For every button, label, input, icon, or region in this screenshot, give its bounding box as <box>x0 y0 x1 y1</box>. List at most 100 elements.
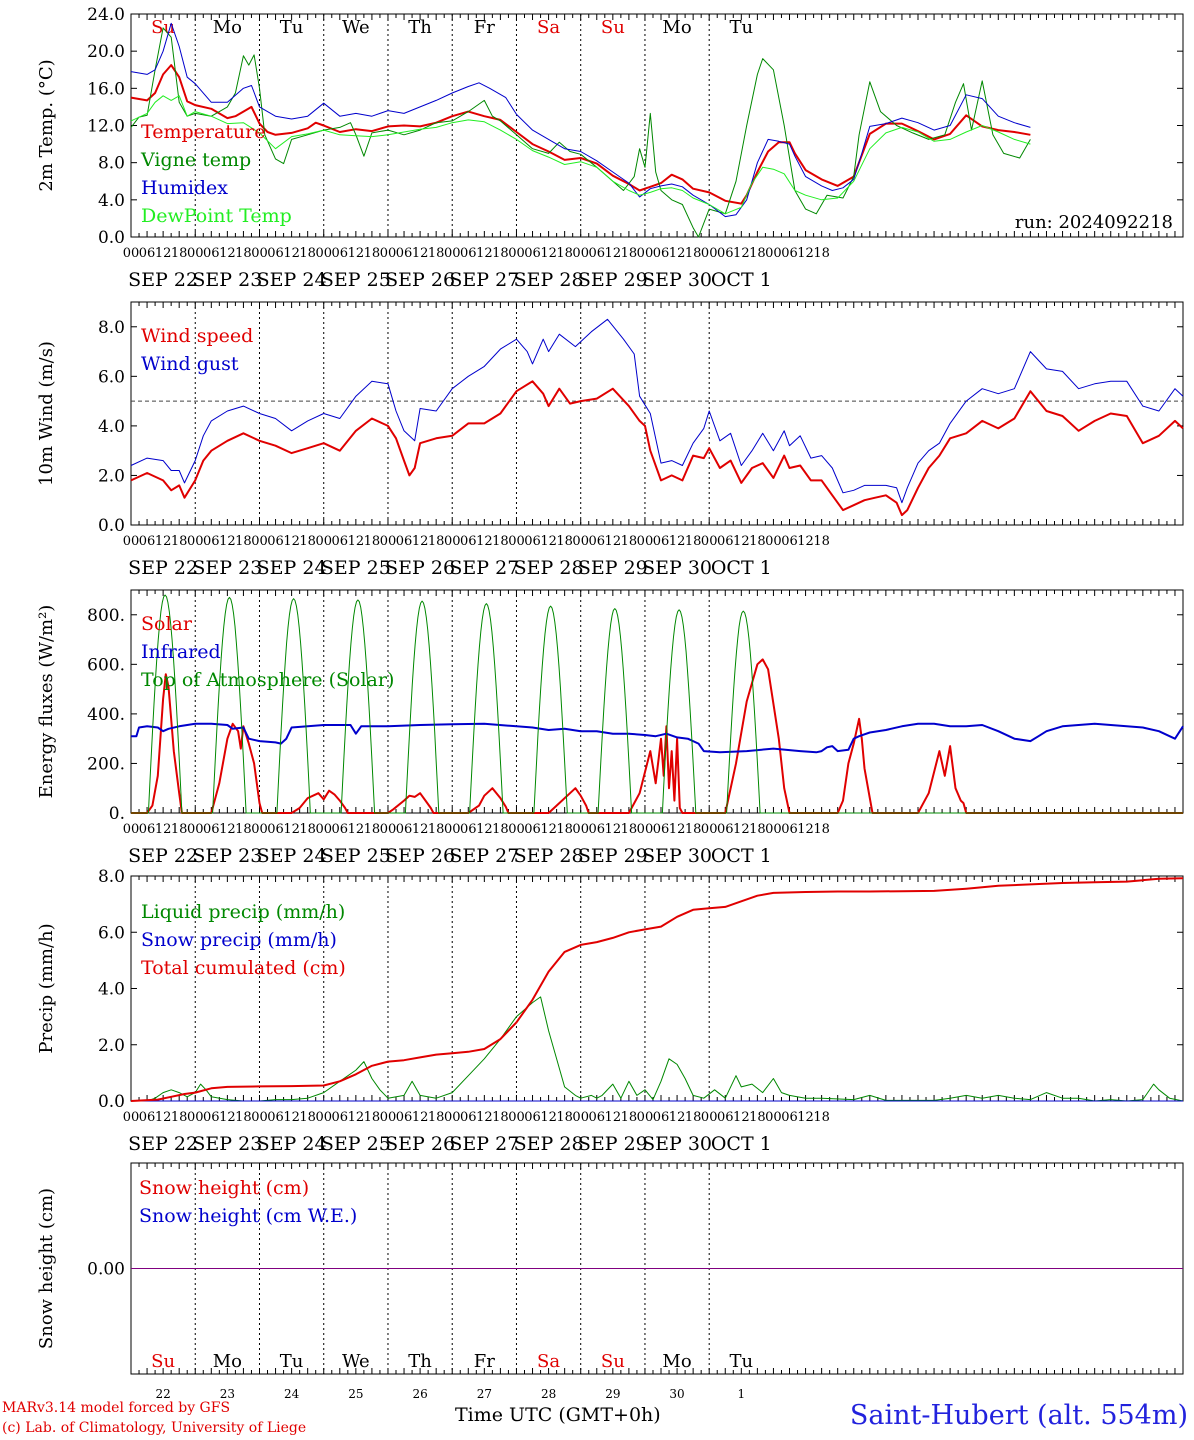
hour-label: 18 <box>235 822 252 837</box>
hour-label: 18 <box>621 1110 638 1125</box>
weekday-label: Mo <box>213 17 242 38</box>
legend-entry: Snow precip (mm/h) <box>141 929 337 951</box>
series-line <box>130 380 1184 517</box>
hour-label: 06 <box>524 246 541 261</box>
hour-label: 06 <box>460 534 477 549</box>
weekday-label: Tu <box>280 1351 304 1372</box>
y-axis-label: 2m Temp. (°C) <box>36 59 57 191</box>
hour-label: 12 <box>283 246 300 261</box>
y-tick-label: 2.0 <box>98 1036 125 1056</box>
hour-label: 12 <box>348 1110 365 1125</box>
y-tick-label: 800. <box>87 606 125 626</box>
y-tick-label: 6.0 <box>98 923 125 943</box>
hour-label: 06 <box>267 246 284 261</box>
hour-label: 06 <box>332 1110 349 1125</box>
hour-label: 06 <box>588 534 605 549</box>
hour-label: 18 <box>171 246 188 261</box>
time-axis-title: Time UTC (GMT+0h) <box>455 1404 661 1426</box>
hour-label: 18 <box>813 246 830 261</box>
hour-label: 00 <box>572 822 589 837</box>
hour-label: 00 <box>637 822 654 837</box>
hour-label: 12 <box>219 534 236 549</box>
date-label: SEP 29 <box>578 269 648 291</box>
hour-label: 06 <box>396 822 413 837</box>
day-number-label: 1 <box>738 1387 746 1401</box>
hour-label: 06 <box>396 1110 413 1125</box>
legend-entry: DewPoint Temp <box>141 205 292 227</box>
y-tick-label: 4.0 <box>98 191 125 211</box>
date-label: OCT 1 <box>711 269 772 291</box>
date-label: SEP 26 <box>385 845 455 867</box>
hour-label: 18 <box>235 246 252 261</box>
hour-label: 12 <box>733 534 750 549</box>
hour-label: 18 <box>749 1110 766 1125</box>
hour-label: 18 <box>428 246 445 261</box>
y-tick-label: 24.0 <box>87 5 125 25</box>
hour-label: 00 <box>315 534 332 549</box>
hour-label: 06 <box>717 822 734 837</box>
weekday-label: Fr <box>474 1351 495 1372</box>
hour-label: 18 <box>299 1110 316 1125</box>
hour-label: 06 <box>781 534 798 549</box>
date-label: SEP 22 <box>128 845 198 867</box>
hour-label: 18 <box>428 534 445 549</box>
hour-label: 00 <box>637 534 654 549</box>
hour-label: 00 <box>315 246 332 261</box>
hour-label: 12 <box>155 534 172 549</box>
hour-label: 00 <box>444 1110 461 1125</box>
hour-label: 06 <box>332 246 349 261</box>
hour-label: 18 <box>621 822 638 837</box>
hour-label: 12 <box>476 246 493 261</box>
hour-label: 12 <box>733 822 750 837</box>
hour-label: 18 <box>621 246 638 261</box>
temperature-panel: 0.0 4.0 8.0 12.0 16.0 20.0 24.0 2m Temp. (°C) 00… <box>36 5 1184 291</box>
hour-label: 06 <box>588 822 605 837</box>
hour-label: 06 <box>460 246 477 261</box>
hour-label: 18 <box>299 246 316 261</box>
hour-label: 18 <box>685 1110 702 1125</box>
legend-entry: Top of Atmosphere (Solar) <box>141 669 394 691</box>
hour-label: 00 <box>123 1110 140 1125</box>
weekday-label: Tu <box>730 1351 754 1372</box>
hour-label: 00 <box>187 534 204 549</box>
hour-label: 18 <box>813 1110 830 1125</box>
hour-label: 00 <box>380 534 397 549</box>
y-axis-label: Precip (mm/h) <box>36 923 57 1053</box>
hour-label: 18 <box>685 246 702 261</box>
hour-label: 18 <box>492 246 509 261</box>
day-number-label: 26 <box>412 1387 427 1401</box>
date-label: OCT 1 <box>711 845 772 867</box>
hour-label: 06 <box>588 1110 605 1125</box>
date-label: SEP 22 <box>128 1133 198 1155</box>
hour-label: 06 <box>396 534 413 549</box>
hour-label: 00 <box>315 1110 332 1125</box>
day-number-label: 29 <box>605 1387 620 1401</box>
hour-label: 00 <box>251 246 268 261</box>
date-label: SEP 30 <box>642 269 712 291</box>
hour-label: 00 <box>123 534 140 549</box>
y-tick-label: 6.0 <box>98 367 125 387</box>
hour-label: 18 <box>428 1110 445 1125</box>
hour-label: 06 <box>524 822 541 837</box>
day-number-label: 27 <box>477 1387 492 1401</box>
legend-entry: Humidex <box>141 177 228 199</box>
hour-label: 00 <box>251 1110 268 1125</box>
hour-label: 12 <box>605 246 622 261</box>
date-label: SEP 25 <box>321 845 391 867</box>
legend-entry: Total cumulated (cm) <box>141 957 346 979</box>
hour-label: 18 <box>813 534 830 549</box>
hour-label: 00 <box>508 822 525 837</box>
hour-label: 12 <box>348 534 365 549</box>
hour-label: 18 <box>428 822 445 837</box>
weekday-label: Th <box>408 1351 432 1372</box>
hour-label: 00 <box>444 246 461 261</box>
hour-label: 12 <box>540 822 557 837</box>
station-name: Saint-Hubert (alt. 554m) <box>849 1400 1188 1431</box>
hour-label: 00 <box>444 534 461 549</box>
hour-label: 12 <box>476 1110 493 1125</box>
hour-label: 12 <box>605 534 622 549</box>
date-label: SEP 24 <box>257 269 327 291</box>
hour-label: 00 <box>701 534 718 549</box>
